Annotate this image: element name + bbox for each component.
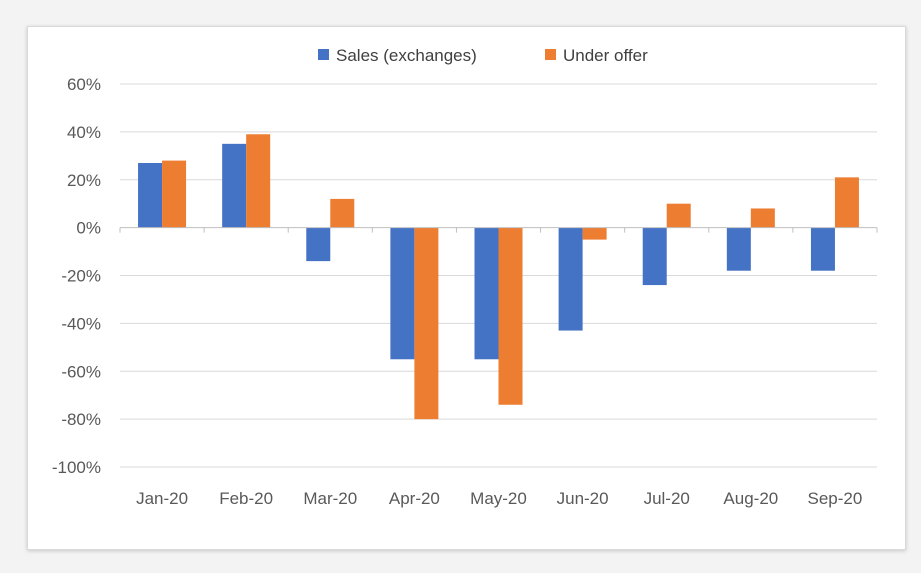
y-tick-label: 40% (67, 123, 101, 142)
x-tick-label: Mar-20 (303, 489, 357, 508)
x-tick-label: Aug-20 (723, 489, 778, 508)
bar (246, 134, 271, 228)
x-tick-label: May-20 (470, 489, 527, 508)
x-tick-labels: Jan-20 Feb-20 Mar-20 Apr-20 May-20 Jun-20 Jul-… (136, 489, 862, 508)
y-tick-label: 60% (67, 75, 101, 94)
bar (390, 227, 415, 360)
y-tick-label: 20% (67, 171, 101, 190)
y-tick-label: -20% (61, 267, 101, 286)
bar (558, 227, 583, 331)
y-tick-label: -40% (61, 314, 101, 333)
bar (222, 143, 247, 228)
y-tick-label: -100% (52, 458, 101, 477)
chart-frame (27, 26, 906, 550)
bar (666, 203, 691, 228)
bar (414, 227, 439, 420)
x-tick-label: Sep-20 (808, 489, 863, 508)
bars (138, 134, 859, 420)
y-tick-label: 0% (76, 219, 101, 238)
y-tick-label: -60% (61, 362, 101, 381)
bar (330, 198, 355, 228)
zero-axis (119, 227, 878, 233)
legend-swatch (545, 49, 556, 60)
x-tick-label: Jun-20 (557, 489, 609, 508)
y-tick-label: -80% (61, 410, 101, 429)
bar (582, 227, 607, 240)
bar (474, 227, 499, 360)
bar (162, 160, 187, 228)
legend-label: Sales (exchanges) (336, 46, 477, 65)
y-tick-labels: 60% 40% 20% 0% -20% -40% -60% -80% -100% (52, 75, 101, 477)
bar (810, 227, 835, 271)
bar (750, 208, 775, 228)
bar (138, 162, 163, 228)
x-tick-label: Feb-20 (219, 489, 273, 508)
x-tick-label: Jul-20 (644, 489, 690, 508)
bar (642, 227, 667, 286)
legend: Sales (exchanges) Under offer (318, 46, 648, 65)
legend-swatch (318, 49, 329, 60)
legend-label: Under offer (563, 46, 648, 65)
bar (306, 227, 331, 262)
x-tick-label: Jan-20 (136, 489, 188, 508)
bar (726, 227, 751, 271)
x-tick-label: Apr-20 (389, 489, 440, 508)
bar (498, 227, 523, 405)
bar (834, 177, 859, 228)
